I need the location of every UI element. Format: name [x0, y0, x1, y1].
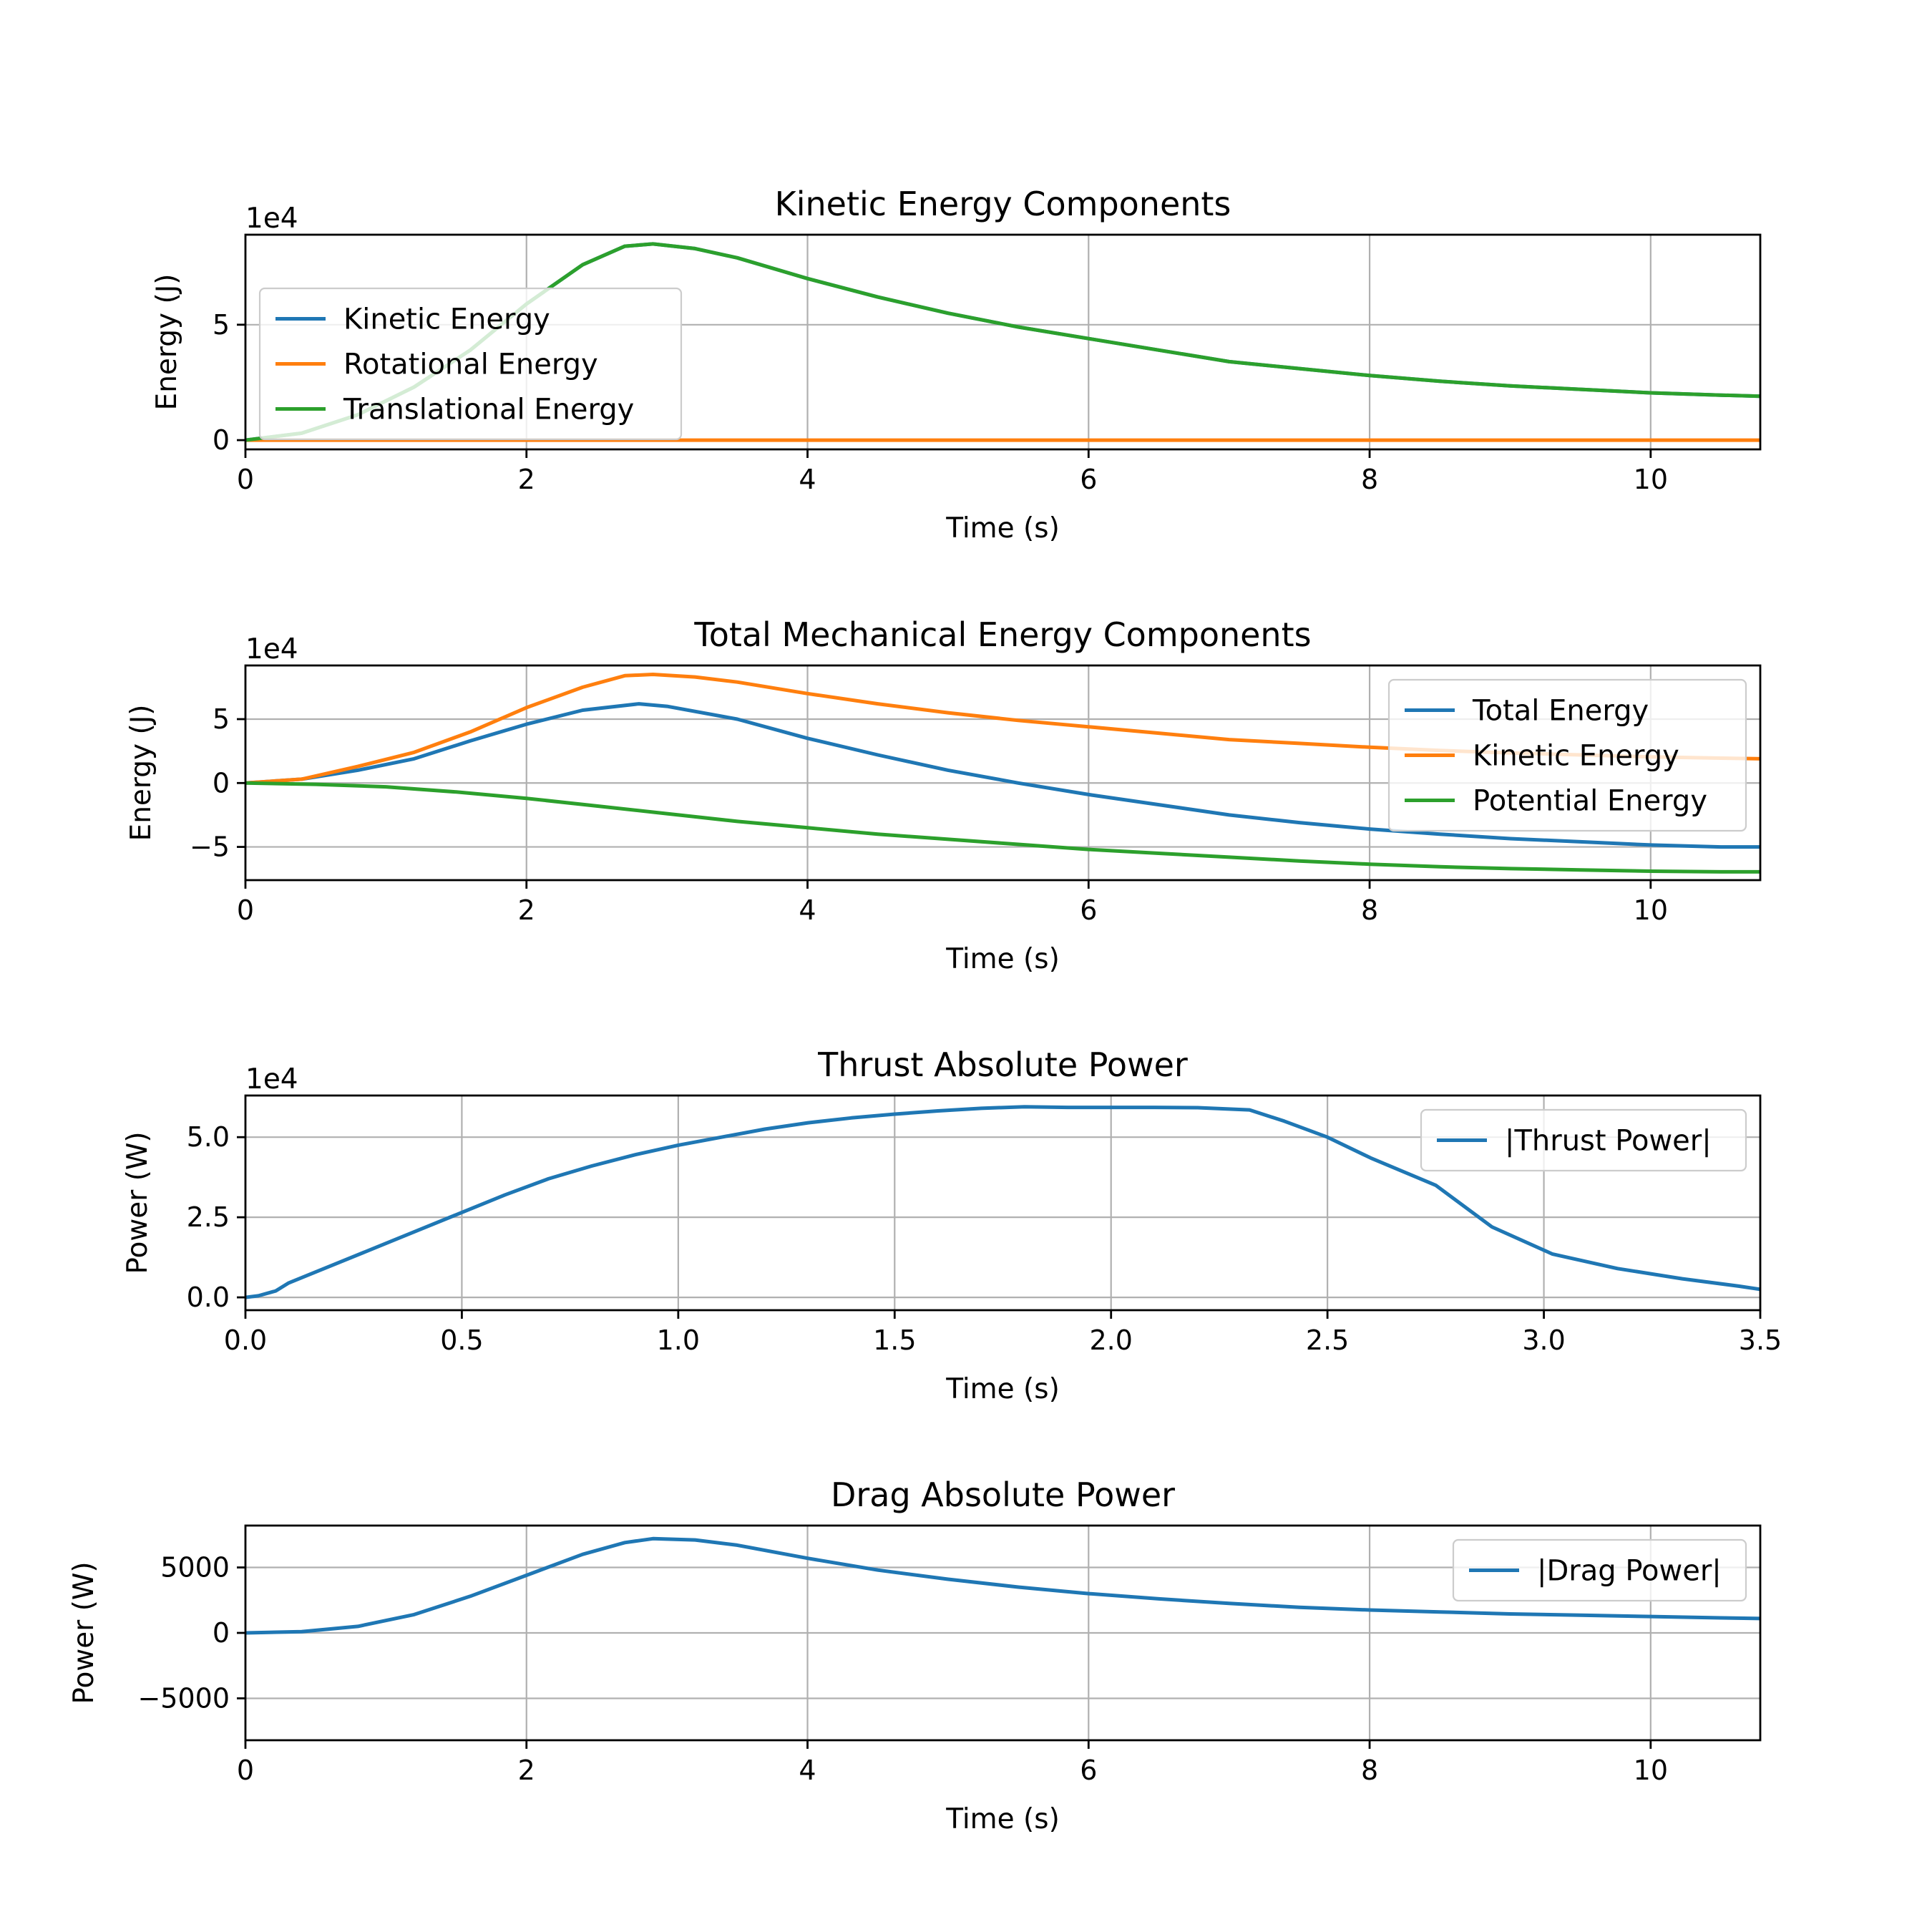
axes-frame: [244, 1094, 1762, 1312]
x-tick-label: 2: [518, 1755, 535, 1786]
x-tick-label: 4: [799, 464, 816, 495]
legend-label: Kinetic Energy: [1473, 740, 1679, 773]
legend-label: Total Energy: [1472, 695, 1649, 728]
chart-panel-3: 0.0 0.5 1.0 1.5 2.0 2.5 3.0 3.5 0.0 2.5 5.0 Thrust …: [122, 1045, 1782, 1405]
legend-label: Translational Energy: [343, 394, 634, 426]
x-tick-label: 3.5: [1739, 1324, 1782, 1356]
x-tick-label: 2.5: [1306, 1324, 1349, 1356]
y-tick-label: −5: [190, 831, 230, 863]
chart-panel-4: 0 2 4 6 8 10 −5000 0 5000 Drag Absolute Power Time…: [68, 1475, 1762, 1835]
x-tick-label: 0: [237, 464, 254, 495]
x-tick-label: 6: [1080, 464, 1097, 495]
x-tick-label: 2.0: [1089, 1324, 1132, 1356]
x-tick-label: 1.5: [873, 1324, 916, 1356]
series-line-potential-energy: [245, 781, 1760, 874]
x-tick-label: 1.0: [657, 1324, 700, 1356]
chart-title: Drag Absolute Power: [831, 1475, 1175, 1514]
x-tick-label: 0.0: [224, 1324, 267, 1356]
legend-frame: [1420, 1108, 1747, 1172]
y-axis-label: Energy (J): [151, 274, 183, 411]
y-offset-label: 1e4: [245, 203, 298, 235]
y-offset-label: 1e4: [245, 633, 298, 665]
x-tick-label: 4: [799, 894, 816, 926]
y-axis-label: Power (W): [122, 1131, 154, 1274]
x-tick-label: 4: [799, 1755, 816, 1786]
legend-label: |Drag Power|: [1537, 1555, 1722, 1588]
y-tick-label: 0: [213, 1617, 230, 1649]
series-group: [245, 1105, 1760, 1299]
legend-label: Potential Energy: [1473, 785, 1707, 818]
x-tick-label: 3.0: [1522, 1324, 1565, 1356]
legend-label: Kinetic Energy: [343, 303, 550, 336]
x-tick-label: 0.5: [440, 1324, 483, 1356]
x-axis-label: Time (s): [945, 1373, 1060, 1405]
series-group: [245, 1536, 1760, 1635]
y-offset-label: 1e4: [245, 1063, 298, 1096]
y-tick-label: 2.5: [187, 1201, 230, 1233]
x-axis-label: Time (s): [945, 1803, 1060, 1835]
y-tick-label: 0: [213, 424, 230, 456]
y-tick-label: 0.0: [187, 1282, 230, 1313]
legend: |Thrust Power|: [1420, 1108, 1747, 1172]
x-tick-label: 8: [1361, 464, 1378, 495]
chart-title: Kinetic Energy Components: [775, 185, 1231, 223]
chart-panel-1: 0 2 4 6 8 10 0 5 Kinetic Energy Components 1e4 Tim…: [151, 185, 1762, 545]
axes-frame: [244, 233, 1762, 451]
x-axis-label: Time (s): [945, 943, 1060, 975]
y-axis-label: Power (W): [68, 1561, 100, 1704]
chart-title: Total Mechanical Energy Components: [693, 615, 1311, 654]
x-tick-label: 10: [1634, 894, 1668, 926]
x-tick-label: 8: [1361, 894, 1378, 926]
x-tick-label: 10: [1634, 464, 1668, 495]
y-tick-label: 5000: [160, 1552, 230, 1584]
x-tick-label: 8: [1361, 1755, 1378, 1786]
series-line-thrust-power: [245, 1105, 1760, 1299]
legend-frame: [1387, 678, 1747, 832]
x-tick-label: 0: [237, 1755, 254, 1786]
y-axis-label: Energy (J): [125, 705, 157, 841]
y-tick-label: −5000: [137, 1682, 230, 1714]
legend-frame: [1452, 1538, 1747, 1602]
y-tick-label: 5: [213, 703, 230, 735]
x-tick-label: 6: [1080, 894, 1097, 926]
legend: |Drag Power|: [1452, 1538, 1747, 1602]
x-tick-label: 0: [237, 894, 254, 926]
legend: Kinetic Energy Rotational Energy Translati…: [258, 287, 683, 441]
x-tick-label: 10: [1634, 1755, 1668, 1786]
x-axis-label: Time (s): [945, 512, 1060, 545]
x-tick-label: 6: [1080, 1755, 1097, 1786]
legend-label: Rotational Energy: [343, 348, 598, 381]
chart-title: Thrust Absolute Power: [817, 1045, 1188, 1084]
y-tick-label: 5.0: [187, 1121, 230, 1153]
x-tick-label: 2: [518, 894, 535, 926]
x-tick-label: 2: [518, 464, 535, 495]
series-line-total-energy: [245, 702, 1760, 849]
legend-frame: [258, 287, 683, 441]
legend: Total Energy Kinetic Energy Potential Ener…: [1387, 678, 1747, 832]
axes-frame: [244, 664, 1762, 882]
legend-label: |Thrust Power|: [1505, 1125, 1712, 1158]
series-line-drag-power: [245, 1536, 1760, 1635]
y-tick-label: 0: [213, 767, 230, 799]
y-tick-label: 5: [213, 309, 230, 341]
